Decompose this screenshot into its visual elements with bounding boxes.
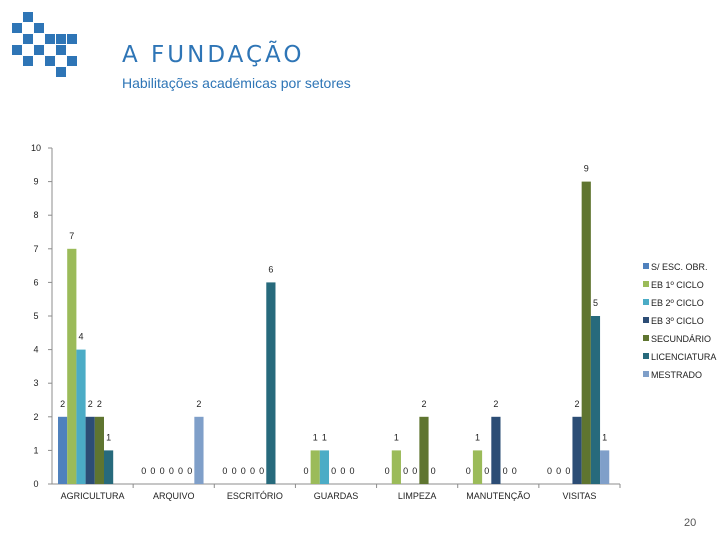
data-label: 2 [60,399,65,409]
data-label: 0 [331,466,336,476]
y-tick-label: 10 [31,143,41,153]
data-label: 0 [431,466,436,476]
legend-entry: MESTRADO [651,370,702,380]
data-label: 2 [196,399,201,409]
data-label: 2 [88,399,93,409]
y-tick-label: 4 [33,345,38,355]
x-tick-label: LIMPEZA [398,491,437,501]
bar [67,248,77,484]
data-label: 0 [178,466,183,476]
bar [194,416,204,484]
bar [58,416,68,484]
bar [419,416,429,484]
legend-entry: EB 2º CICLO [651,298,704,308]
data-label: 7 [69,231,74,241]
bar [581,181,591,484]
data-label: 0 [565,466,570,476]
y-tick-label: 5 [33,311,38,321]
legend-entry: EB 1º CICLO [651,280,704,290]
data-label: 2 [575,399,580,409]
data-label: 2 [421,399,426,409]
legend-swatch [643,335,649,341]
legend-entry: SECUNDÁRIO [651,334,711,344]
data-label: 1 [602,432,607,442]
data-label: 0 [160,466,165,476]
data-label: 0 [350,466,355,476]
legend-entry: EB 3º CICLO [651,316,704,326]
data-label: 0 [556,466,561,476]
bar [391,450,401,484]
bar [491,416,501,484]
legend-swatch [643,371,649,377]
data-label: 0 [141,466,146,476]
bar [590,316,601,484]
data-label: 0 [403,466,408,476]
x-tick-label: GUARDAS [314,491,359,501]
data-label: 1 [313,432,318,442]
page-subtitle: Habilitações académicas por setores [122,75,351,91]
x-tick-label: MANUTENÇÃO [466,491,530,501]
y-tick-label: 2 [33,412,38,422]
legend-entry: S/ ESC. OBR. [651,262,708,272]
data-label: 9 [584,164,589,174]
data-label: 0 [222,466,227,476]
data-label: 0 [169,466,174,476]
data-label: 2 [97,399,102,409]
bar [310,450,320,484]
bar [600,450,610,484]
data-label: 0 [340,466,345,476]
legend-swatch [643,353,649,359]
bar [472,450,483,484]
data-label: 0 [503,466,508,476]
x-tick-label: VISITAS [563,491,597,501]
data-label: 1 [475,432,480,442]
x-tick-label: ESCRITÓRIO [227,491,283,501]
data-label: 0 [232,466,237,476]
data-label: 0 [466,466,471,476]
legend-swatch [643,299,649,305]
data-label: 0 [259,466,264,476]
legend-swatch [643,317,649,323]
data-label: 1 [394,432,399,442]
x-tick-label: AGRICULTURA [61,491,125,501]
data-label: 0 [250,466,255,476]
fundacao-logo-icon [12,12,78,78]
y-tick-label: 8 [33,210,38,220]
data-label: 0 [412,466,417,476]
y-tick-label: 6 [33,277,38,287]
bar [572,416,582,484]
bar [76,349,86,484]
page-number: 20 [684,517,697,529]
data-label: 0 [304,466,309,476]
y-tick-label: 9 [33,177,38,187]
data-label: 0 [512,466,517,476]
bar [266,282,276,484]
data-label: 0 [150,466,155,476]
y-tick-label: 1 [33,445,38,455]
bar [85,416,95,484]
data-label: 0 [547,466,552,476]
bar [94,416,104,484]
data-label: 2 [493,399,498,409]
data-label: 1 [106,432,111,442]
legend-entry: LICENCIATURA [651,352,716,362]
x-tick-label: ARQUIVO [153,491,195,501]
bar [319,450,330,484]
y-tick-label: 0 [33,479,38,489]
data-label: 1 [322,432,327,442]
data-label: 5 [593,298,598,308]
legend-swatch [643,281,649,287]
y-tick-label: 3 [33,378,38,388]
data-label: 6 [268,264,273,274]
data-label: 0 [241,466,246,476]
data-label: 0 [484,466,489,476]
data-label: 4 [78,332,83,342]
data-label: 0 [187,466,192,476]
bar [104,450,114,484]
y-tick-label: 7 [33,244,38,254]
legend-swatch [643,263,649,269]
page-title: A FUNDAÇÃO [122,42,305,68]
data-label: 0 [385,466,390,476]
